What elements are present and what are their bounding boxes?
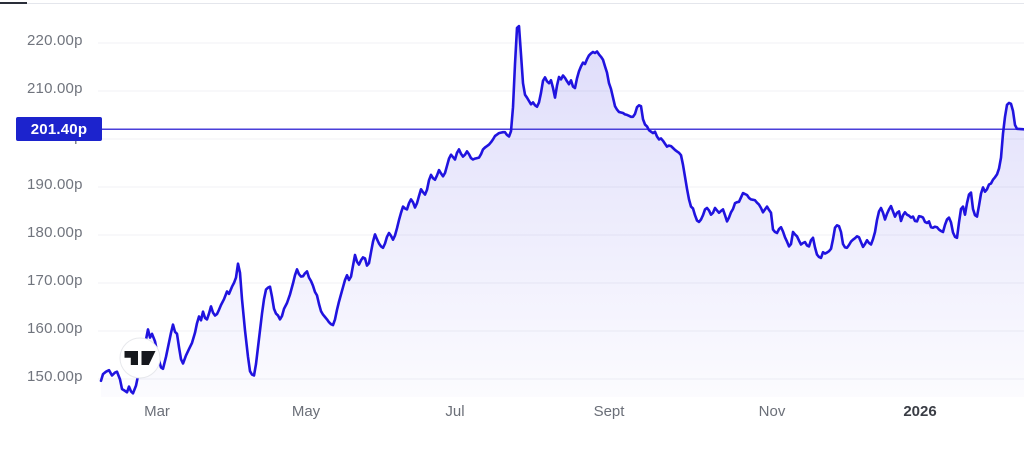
price-scale-label: 150.00p xyxy=(27,368,83,385)
current-price-label: 201.40p xyxy=(30,120,88,138)
tradingview-logo-icon[interactable] xyxy=(119,337,161,379)
time-scale-label: Sept xyxy=(593,403,625,420)
time-scale-label: Jul xyxy=(445,403,465,420)
time-scale-year-label: 2026 xyxy=(903,403,937,420)
time-scale-label: Nov xyxy=(758,403,786,420)
top-border xyxy=(0,3,1024,4)
price-line[interactable] xyxy=(99,24,1024,395)
price-scale-label: 190.00p xyxy=(27,176,83,193)
tv-glyph xyxy=(124,351,156,365)
top-border-active-segment xyxy=(0,2,27,4)
price-scale-label: 170.00p xyxy=(27,272,83,289)
area-fill xyxy=(101,26,1024,397)
price-scale-label: 160.00p xyxy=(27,320,83,337)
time-scale-label: May xyxy=(291,403,321,420)
time-scale-label: Mar xyxy=(144,403,170,420)
price-scale-label: 210.00p xyxy=(27,80,83,97)
logo-circle xyxy=(119,337,161,379)
current-price-badge: 201.40p xyxy=(16,117,102,141)
price-scale-label: 180.00p xyxy=(27,224,83,241)
price-scale-label: 220.00p xyxy=(27,32,83,49)
